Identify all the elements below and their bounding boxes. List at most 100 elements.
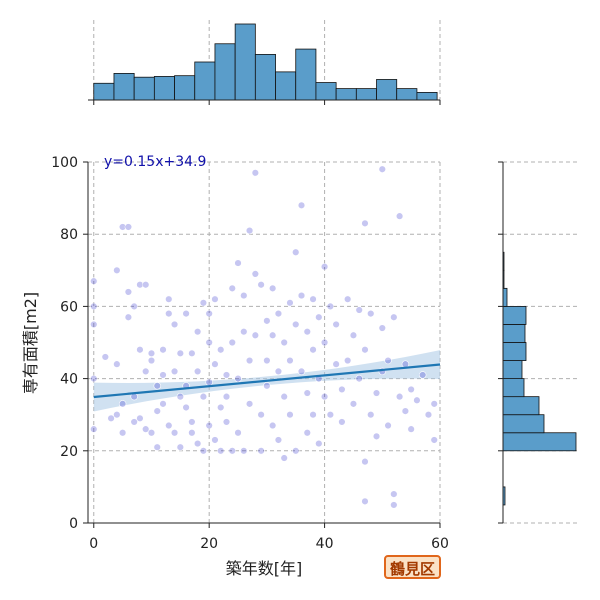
data-point (263, 356, 271, 365)
data-point (217, 447, 225, 455)
data-point (390, 490, 398, 498)
data-point (355, 306, 363, 314)
x-hist-bar (113, 73, 135, 101)
data-point (90, 320, 98, 329)
data-point (234, 374, 242, 383)
data-point (205, 421, 213, 430)
data-point (142, 281, 150, 289)
y-hist-bar (502, 287, 508, 307)
data-point (165, 421, 173, 430)
data-point (199, 299, 208, 307)
x-hist-bar (93, 82, 115, 101)
data-point (234, 259, 242, 267)
data-point (205, 309, 213, 318)
data-point (90, 277, 98, 285)
data-point (159, 346, 167, 354)
data-point (257, 411, 265, 419)
data-point (309, 411, 317, 419)
grid-lines (88, 161, 441, 524)
y-hist-bar (502, 432, 577, 452)
data-point (118, 429, 127, 437)
x-hist-bar (335, 88, 357, 101)
data-point (211, 295, 219, 303)
data-point (211, 436, 219, 444)
data-point (205, 378, 213, 386)
data-point (228, 447, 236, 455)
data-point (292, 248, 300, 256)
data-point (303, 429, 311, 437)
data-point (349, 331, 358, 339)
data-point (430, 400, 438, 408)
data-point (280, 454, 288, 462)
data-point (124, 313, 133, 321)
y-hist-bar (502, 360, 523, 379)
data-point (153, 443, 161, 451)
data-point (263, 382, 271, 390)
x-hist-bar (376, 79, 398, 101)
data-point (395, 392, 404, 401)
data-point (170, 320, 179, 329)
x-hist-bar (133, 76, 155, 101)
data-point (286, 411, 294, 419)
data-point (274, 309, 283, 318)
x-axis-label: 築年数[年] (226, 559, 303, 578)
data-point (176, 392, 185, 401)
equation-label: y=0.15x+34.9 (104, 154, 206, 170)
y-hist-bar (502, 305, 527, 325)
data-point (153, 407, 161, 415)
data-point (251, 270, 260, 278)
regression-line (93, 363, 441, 399)
data-point (188, 349, 196, 358)
data-point (384, 356, 392, 365)
data-point (338, 418, 346, 426)
data-point (395, 212, 404, 220)
data-point (136, 414, 144, 423)
data-point (234, 429, 242, 437)
data-point (147, 356, 156, 365)
x-hist-bar (174, 75, 196, 101)
data-point (280, 338, 288, 347)
data-point (124, 288, 133, 296)
data-point (297, 367, 306, 376)
data-point (176, 349, 185, 358)
data-point (257, 281, 265, 289)
x-hist-bar (153, 76, 175, 101)
data-point (257, 447, 265, 455)
data-point (176, 443, 185, 451)
data-point (90, 374, 98, 383)
data-point (222, 418, 231, 426)
y-hist-bar (502, 324, 526, 343)
x-hist-bar (396, 88, 418, 101)
data-point (240, 327, 248, 336)
data-point (113, 266, 121, 274)
data-point (188, 429, 196, 437)
data-point (361, 346, 369, 354)
data-point (170, 429, 179, 437)
data-point (343, 356, 352, 365)
x-hist-bar (315, 82, 337, 101)
data-point (113, 360, 121, 368)
data-point (101, 353, 110, 361)
data-point (315, 439, 323, 448)
data-point (245, 226, 254, 235)
data-point (142, 425, 150, 433)
data-point (343, 295, 352, 303)
data-point (193, 439, 202, 448)
y-tick-label: 80 (60, 227, 78, 243)
data-point (274, 367, 283, 376)
y-hist-bar (502, 378, 525, 398)
x-hist-bar (254, 54, 276, 101)
data-point (222, 392, 231, 401)
data-point (147, 349, 156, 358)
data-point (118, 400, 127, 408)
y-tick-label: 60 (60, 299, 78, 315)
data-point (153, 382, 161, 390)
data-point (240, 447, 248, 455)
data-point (245, 400, 254, 408)
data-point (372, 389, 381, 397)
data-point (384, 421, 392, 430)
data-point (217, 403, 225, 412)
x-tick-label: 40 (316, 536, 334, 552)
data-point (130, 418, 138, 426)
